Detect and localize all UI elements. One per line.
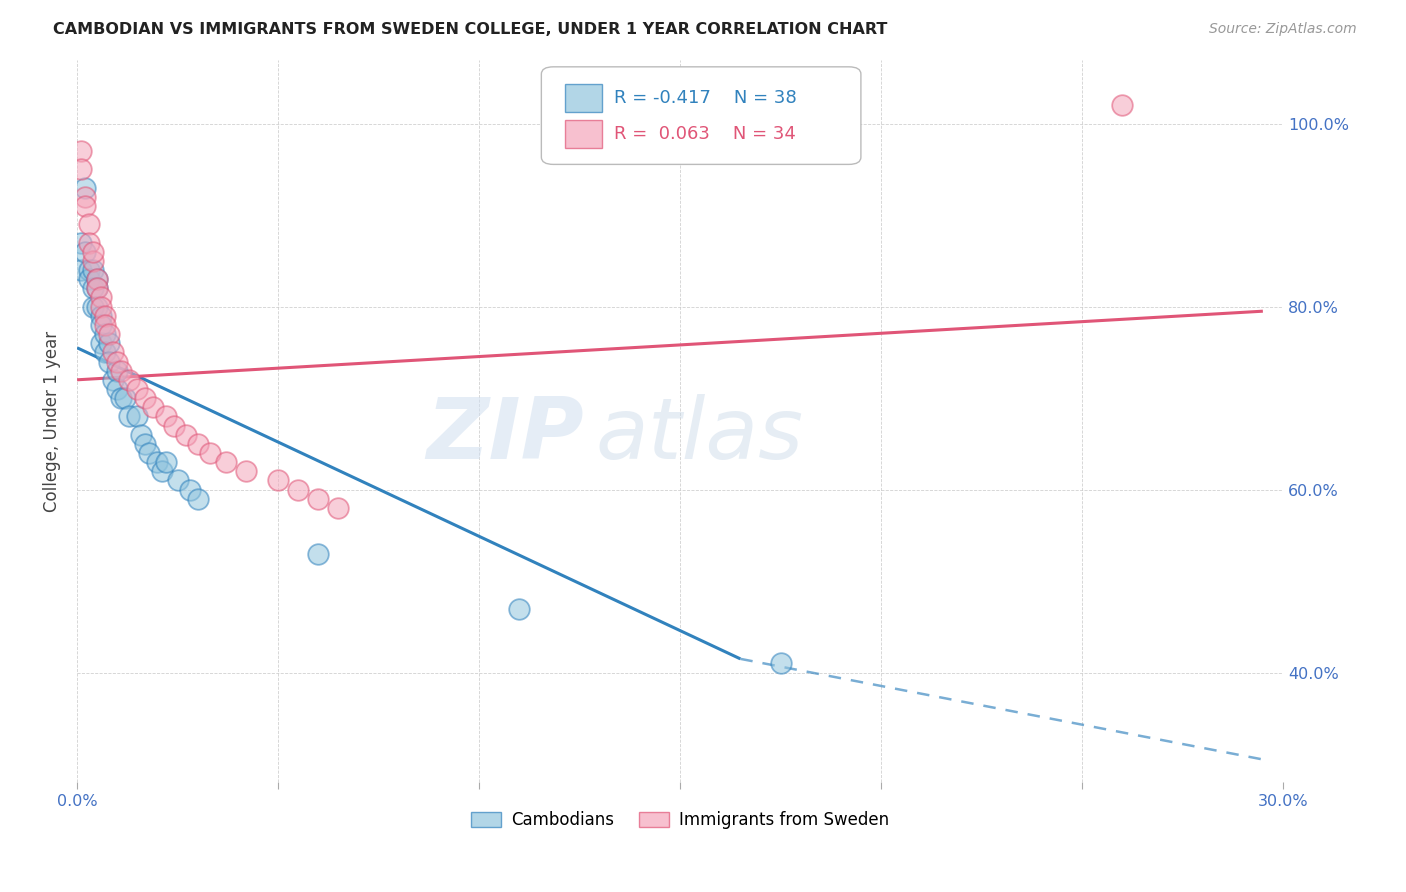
Point [77, 217, 100, 231]
Point [82, 263, 104, 277]
Point [146, 455, 169, 469]
FancyBboxPatch shape [541, 67, 860, 164]
Point [94, 327, 117, 342]
Point [110, 364, 132, 378]
Point [328, 500, 350, 515]
FancyBboxPatch shape [565, 120, 602, 148]
Point [769, 657, 792, 671]
Point [110, 391, 132, 405]
Text: atlas: atlas [596, 394, 804, 477]
Point [90, 300, 112, 314]
Point [215, 455, 238, 469]
FancyBboxPatch shape [565, 84, 602, 112]
Point [118, 409, 141, 424]
Point [1111, 98, 1133, 112]
Point [86, 272, 108, 286]
Point [142, 401, 165, 415]
Point [94, 309, 117, 323]
Point [105, 364, 128, 378]
Point [235, 464, 257, 478]
Point [307, 491, 329, 506]
Point [90, 290, 112, 304]
Point [508, 601, 530, 615]
Point [75, 190, 97, 204]
Point [90, 309, 112, 323]
Point [94, 318, 117, 332]
Point [82, 281, 104, 295]
Point [94, 345, 117, 359]
Point [82, 300, 104, 314]
Point [118, 373, 141, 387]
Point [155, 409, 177, 424]
Point [150, 464, 173, 478]
Point [90, 336, 112, 351]
Text: ZIP: ZIP [426, 394, 583, 477]
Point [70, 235, 93, 250]
Point [267, 474, 290, 488]
Point [134, 391, 156, 405]
Point [105, 382, 128, 396]
Point [103, 373, 125, 387]
Point [98, 327, 121, 342]
Point [90, 318, 112, 332]
Point [179, 483, 201, 497]
Point [174, 427, 197, 442]
Point [86, 281, 108, 295]
Point [82, 244, 104, 259]
Point [187, 437, 209, 451]
Point [198, 446, 221, 460]
Point [70, 144, 93, 158]
Point [86, 272, 108, 286]
Point [138, 446, 160, 460]
Text: R = -0.417    N = 38: R = -0.417 N = 38 [613, 89, 796, 107]
Point [114, 391, 136, 405]
Point [77, 235, 100, 250]
Point [187, 491, 209, 506]
Point [105, 354, 128, 368]
Point [98, 336, 121, 351]
Point [155, 455, 177, 469]
Point [82, 253, 104, 268]
Text: R =  0.063    N = 34: R = 0.063 N = 34 [613, 125, 796, 143]
Point [86, 300, 108, 314]
Point [127, 409, 149, 424]
Text: Source: ZipAtlas.com: Source: ZipAtlas.com [1209, 22, 1357, 37]
Point [75, 244, 97, 259]
Point [75, 199, 97, 213]
Point [98, 354, 121, 368]
Point [162, 418, 184, 433]
Point [307, 547, 329, 561]
Point [70, 263, 93, 277]
Legend: Cambodians, Immigrants from Sweden: Cambodians, Immigrants from Sweden [464, 804, 896, 836]
Point [131, 427, 153, 442]
Point [103, 345, 125, 359]
Point [287, 483, 309, 497]
Point [77, 263, 100, 277]
Point [77, 272, 100, 286]
Point [75, 180, 97, 194]
Y-axis label: College, Under 1 year: College, Under 1 year [44, 330, 60, 511]
Point [86, 281, 108, 295]
Point [127, 382, 149, 396]
Point [166, 474, 188, 488]
Point [134, 437, 156, 451]
Point [70, 162, 93, 177]
Text: CAMBODIAN VS IMMIGRANTS FROM SWEDEN COLLEGE, UNDER 1 YEAR CORRELATION CHART: CAMBODIAN VS IMMIGRANTS FROM SWEDEN COLL… [53, 22, 887, 37]
